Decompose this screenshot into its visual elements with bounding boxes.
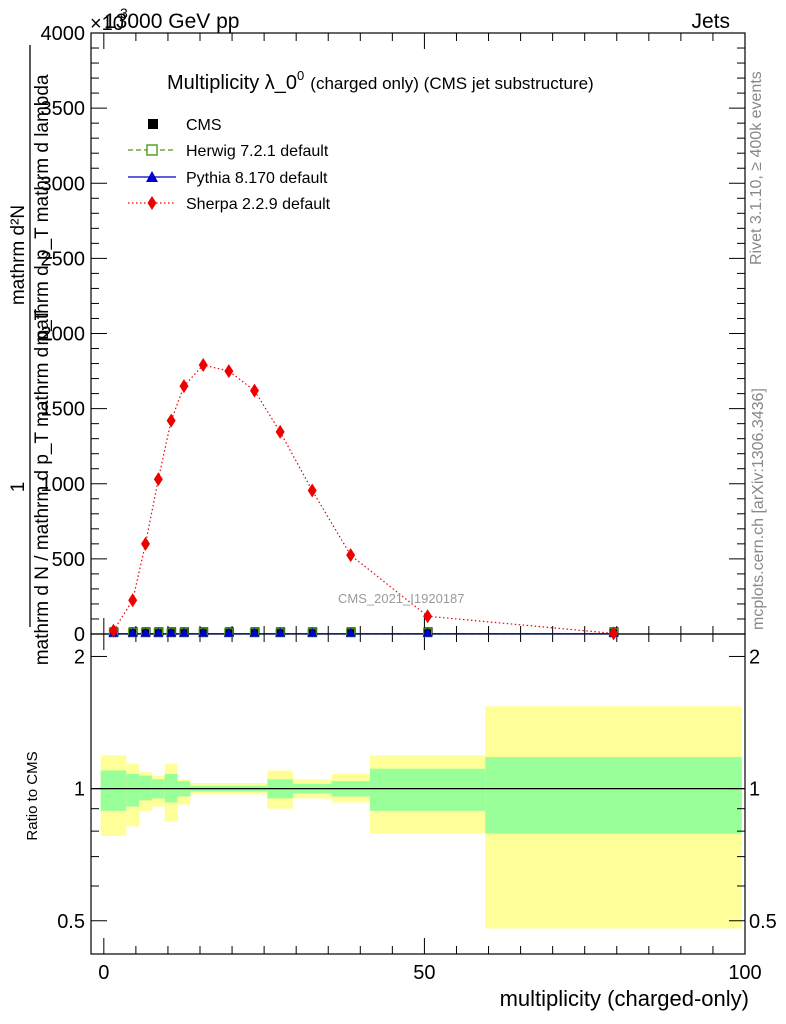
sherpa-line bbox=[112, 364, 614, 634]
ylabel-main-numerator: mathrm d²N bbox=[8, 205, 29, 305]
pythia-point bbox=[166, 627, 177, 637]
pythia-point bbox=[223, 627, 234, 637]
ratio-band-inner bbox=[485, 757, 742, 834]
y-tick-label: 1000 bbox=[41, 474, 86, 496]
sherpa-point bbox=[128, 593, 138, 608]
pythia-point bbox=[307, 627, 318, 637]
legend-marker-sherpa bbox=[147, 196, 157, 210]
sherpa-point bbox=[307, 483, 317, 498]
y-tick-label: 2500 bbox=[41, 248, 86, 270]
sherpa-point bbox=[224, 364, 234, 379]
main-ylabel: mathrm d²N mathrm d p_T mathrm d lambda … bbox=[8, 45, 53, 665]
sherpa-point bbox=[346, 548, 356, 563]
pythia-point bbox=[178, 627, 189, 637]
x-tick-label: 50 bbox=[413, 962, 435, 984]
sherpa-point bbox=[609, 626, 619, 641]
x-tick-label: 100 bbox=[728, 962, 761, 984]
y-tick-label: 3000 bbox=[41, 173, 86, 195]
ratio-y-tick-label-right: 0.5 bbox=[749, 911, 777, 933]
ratio-ylabel: Ratio to CMS bbox=[24, 751, 41, 840]
chart-title: Multiplicity λ_00 (charged only) (CMS jet… bbox=[167, 68, 594, 94]
y-tick-label: 4000 bbox=[41, 23, 86, 45]
legend-marker-cms bbox=[148, 119, 158, 129]
ratio-y-tick-label: 2 bbox=[74, 646, 85, 668]
ratio-band-inner bbox=[100, 770, 127, 811]
pythia-point bbox=[153, 627, 164, 637]
y-tick-label: 0 bbox=[74, 624, 85, 646]
x-tick-label: 0 bbox=[98, 962, 109, 984]
sherpa-point bbox=[141, 536, 150, 551]
pythia-point bbox=[422, 627, 433, 637]
sherpa-point bbox=[198, 358, 208, 373]
ratio-y-tick-label: 1 bbox=[74, 779, 85, 801]
y-tick-label: 2000 bbox=[41, 324, 86, 346]
mcplots-label: mcplots.cern.ch [arXiv:1306.3436] bbox=[750, 388, 767, 630]
legend-label-pythia: Pythia 8.170 default bbox=[186, 170, 328, 187]
pythia-point bbox=[275, 627, 286, 637]
pythia-point bbox=[140, 627, 151, 637]
y-tick-label: 3500 bbox=[41, 98, 86, 120]
xlabel: multiplicity (charged-only) bbox=[500, 986, 749, 1011]
rivet-label: Rivet 3.1.10, ≥ 400k events bbox=[748, 71, 765, 265]
sherpa-point bbox=[166, 413, 176, 428]
sherpa-point bbox=[423, 609, 433, 624]
ylabel-fraction-numerator: 1 bbox=[8, 482, 29, 493]
header-right: Jets bbox=[691, 10, 730, 33]
legend: CMS Herwig 7.2.1 default Pythia 8.170 de… bbox=[128, 117, 331, 213]
y-tick-label: 1500 bbox=[41, 399, 86, 421]
sherpa-point bbox=[153, 472, 163, 487]
legend-marker-herwig bbox=[146, 144, 158, 156]
ratio-band-inner bbox=[126, 773, 140, 807]
pythia-point bbox=[249, 627, 260, 637]
ratio-y-tick-label-right: 2 bbox=[749, 646, 760, 668]
ylabel-fraction-denominator: mathrm d N / mathrm d p_T mathrm d p_T bbox=[32, 308, 53, 665]
pythia-point bbox=[345, 627, 356, 637]
ylabel-main-denominator: mathrm d p_T mathrm d lambda bbox=[32, 74, 53, 345]
ratio-bands bbox=[91, 706, 745, 929]
ratio-band-inner bbox=[369, 768, 486, 811]
ratio-y-tick-label-right: 1 bbox=[749, 779, 760, 801]
sherpa-point bbox=[108, 623, 118, 638]
y-tick-label: 500 bbox=[52, 549, 85, 571]
pythia-point bbox=[127, 627, 138, 637]
ratio-y-tick-label: 0.5 bbox=[57, 911, 85, 933]
legend-label-sherpa: Sherpa 2.2.9 default bbox=[186, 196, 331, 213]
legend-label-cms: CMS bbox=[186, 117, 222, 134]
header-exponent: ×10 bbox=[90, 13, 124, 35]
pythia-point bbox=[198, 627, 209, 637]
legend-label-herwig: Herwig 7.2.1 default bbox=[186, 143, 329, 160]
sherpa-point bbox=[250, 383, 259, 398]
header-exponent-power: 3 bbox=[120, 5, 128, 21]
sherpa-point bbox=[179, 379, 189, 394]
main-axes: 0 500 1000 1500 2000 2500 3000 3500 4000 bbox=[41, 23, 746, 646]
series-layer bbox=[108, 358, 619, 641]
header-left: 13000 GeV pp bbox=[104, 10, 239, 33]
sherpa-point bbox=[275, 424, 285, 439]
legend-marker-pythia bbox=[146, 171, 158, 182]
analysis-watermark: CMS_2021_I1920187 bbox=[338, 591, 465, 606]
